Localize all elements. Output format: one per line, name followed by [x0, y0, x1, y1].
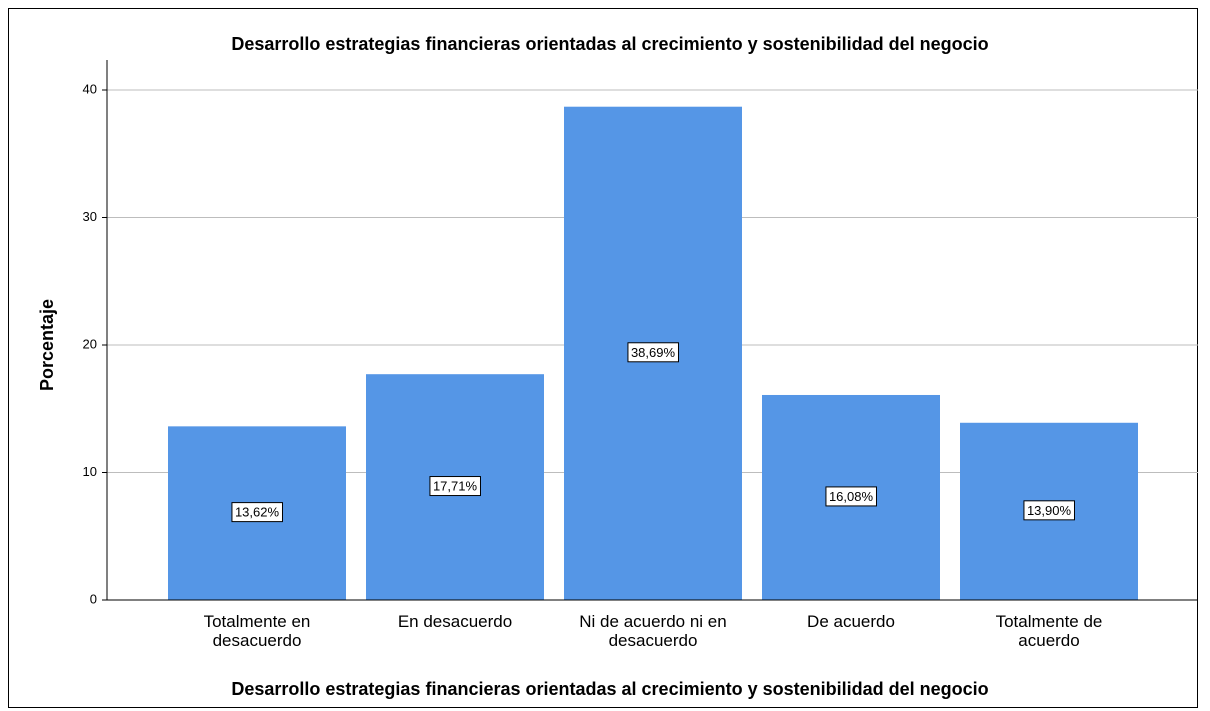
data-label: 13,90% [1027, 503, 1072, 518]
x-axis-title: Desarrollo estrategias financieras orien… [231, 679, 988, 699]
data-label-box [429, 476, 481, 497]
data-label: 13,62% [235, 505, 280, 520]
data-label: 38,69% [631, 345, 676, 360]
data-label-box [1023, 500, 1075, 521]
data-label-group: 13,62% [231, 502, 283, 523]
y-axis-title: Porcentaje [37, 299, 57, 391]
y-tick-label: 10 [83, 464, 97, 479]
data-label-group: 16,08% [825, 486, 877, 507]
data-label: 17,71% [433, 479, 478, 494]
data-label-group: 38,69% [627, 342, 679, 363]
data-label-box [825, 486, 877, 507]
data-label-box [627, 342, 679, 363]
y-tick-label: 30 [83, 209, 97, 224]
data-label-group: 13,90% [1023, 500, 1075, 521]
x-tick-label: Totalmente en desacuerdo [203, 612, 311, 650]
x-tick-label: En desacuerdo [397, 612, 513, 631]
data-label-box [231, 502, 283, 523]
x-tick-label: De acuerdo [807, 612, 895, 631]
y-tick-label: 20 [83, 336, 97, 351]
chart-title: Desarrollo estrategias financieras orien… [231, 34, 988, 54]
x-tick-label: Totalmente de acuerdo [995, 612, 1103, 650]
y-tick-label: 0 [90, 591, 97, 606]
data-label-group: 17,71% [429, 476, 481, 497]
data-label: 16,08% [829, 489, 874, 504]
chart-frame [8, 8, 1198, 708]
y-tick-label: 40 [83, 81, 97, 96]
x-tick-label: Ni de acuerdo ni en desacuerdo [579, 612, 727, 650]
